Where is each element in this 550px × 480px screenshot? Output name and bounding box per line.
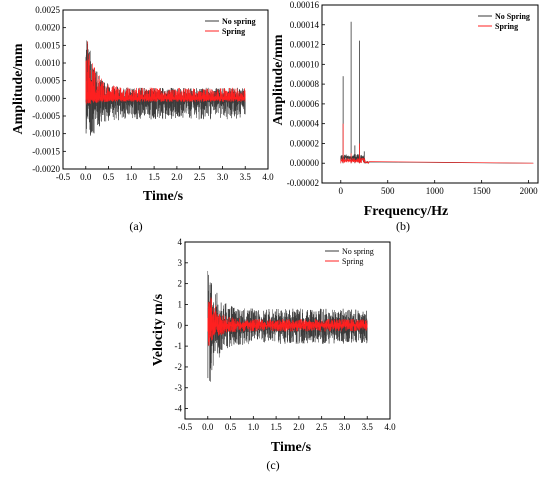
x-tick-label: 2.0: [293, 422, 305, 432]
panel-label: (a): [129, 219, 142, 233]
x-tick-label: -0.5: [178, 422, 193, 432]
x-tick-label: 3.0: [217, 172, 229, 182]
y-tick-label: 2: [178, 279, 183, 289]
series-spring-line: [207, 297, 368, 346]
plot-frame: [184, 241, 391, 420]
y-tick-label: 0.0015: [35, 40, 60, 50]
x-tick-label: 0.0: [202, 422, 214, 432]
x-tick-label: -0.5: [56, 172, 71, 182]
y-tick-label: 0.00002: [290, 138, 319, 148]
x-tick-label: 0.0: [80, 172, 92, 182]
x-tick-label: 3.5: [240, 172, 252, 182]
y-tick-label: -0.00002: [287, 178, 319, 188]
y-tick-label: 0.0010: [35, 58, 60, 68]
series-spring-line: [85, 41, 246, 105]
y-tick-label: 0.00006: [290, 99, 320, 109]
y-tick-label: 0.00008: [290, 79, 320, 89]
y-tick-label: -0.0020: [32, 164, 60, 174]
y-tick-label: 0.0000: [35, 93, 60, 103]
legend-label-no-spring: No Spring: [495, 12, 530, 21]
chart-b: 0 500 1000 1500 2000 -0.00002 0.00000 0.00002 0.…: [271, 0, 539, 233]
x-tick-label: 1.0: [248, 422, 260, 432]
x-tick-label: 1.5: [270, 422, 282, 432]
legend-label-spring: Spring: [222, 27, 245, 36]
y-tick-label: 0.0005: [35, 76, 60, 86]
panel-label: (b): [396, 219, 410, 233]
x-tick-label: 0: [339, 186, 344, 196]
x-tick-label: 3.0: [339, 422, 351, 432]
x-tick-label: 2.0: [171, 172, 183, 182]
y-axis-label: Amplitude/mm: [11, 43, 26, 134]
plot-frame: [321, 4, 539, 184]
y-tick-label: -0.0005: [32, 111, 60, 121]
x-tick-label: 4.0: [384, 422, 396, 432]
y-tick-label: 0.00016: [290, 0, 320, 10]
y-tick-label: -0.0010: [32, 129, 60, 139]
y-tick-label: 3: [178, 258, 183, 268]
x-tick-label: 2.5: [194, 172, 206, 182]
x-tick-label: 1.5: [148, 172, 160, 182]
x-tick-label: 2000: [520, 186, 539, 196]
x-axis-label: Time/s: [143, 189, 184, 204]
y-tick-label: -3: [175, 383, 183, 393]
y-tick-label: 0.00014: [290, 20, 320, 30]
chart-a: -0.5 0.0 0.5 1.0 1.5 2.0 2.5 3.0 3.5 4.0 -0.0020 -0…: [11, 5, 274, 233]
chart-c: -0.5 0.0 0.5 1.0 1.5 2.0 2.5 3.0 3.5 4.0 -4 -3 -2 -1 0…: [151, 237, 396, 472]
y-tick-label: 0.00010: [290, 59, 320, 69]
y-axis-label: Amplitude/mm: [271, 34, 286, 125]
x-tick-label: 4.0: [262, 172, 274, 182]
x-axis-label: Time/s: [271, 440, 312, 455]
plot-frame: [62, 9, 269, 170]
y-tick-label: -1: [175, 341, 183, 351]
legend-label-no-spring: No spring: [222, 17, 256, 26]
x-tick-label: 3.5: [362, 422, 374, 432]
x-tick-label: 1500: [473, 186, 492, 196]
x-tick-label: 500: [381, 186, 395, 196]
y-tick-label: -0.0015: [32, 146, 60, 156]
y-tick-label: 1: [178, 299, 183, 309]
y-tick-label: 0.00004: [290, 119, 320, 129]
y-tick-label: 4: [178, 237, 183, 247]
legend-label-spring: Spring: [342, 257, 363, 266]
x-axis-label: Frequency/Hz: [364, 204, 449, 219]
x-tick-label: 1000: [426, 186, 445, 196]
y-tick-label: 0.00000: [290, 158, 320, 168]
series-spring-line: [340, 157, 534, 165]
y-tick-label: 0.00012: [290, 40, 319, 50]
panel-label: (c): [266, 458, 279, 472]
y-tick-label: -2: [175, 362, 183, 372]
x-tick-label: 0.5: [103, 172, 115, 182]
y-tick-label: -4: [175, 404, 183, 414]
y-tick-label: 0.0025: [35, 5, 60, 15]
legend-label-spring: Spring: [495, 22, 518, 31]
x-tick-label: 0.5: [225, 422, 237, 432]
y-tick-label: 0.0020: [35, 23, 60, 33]
legend-label-no-spring: No spring: [342, 247, 374, 256]
series-no-spring-line: [85, 40, 246, 136]
x-tick-label: 2.5: [316, 422, 328, 432]
y-tick-label: 0: [178, 320, 183, 330]
x-tick-label: 1.0: [126, 172, 138, 182]
y-axis-label: Velocity m/s: [151, 293, 166, 366]
